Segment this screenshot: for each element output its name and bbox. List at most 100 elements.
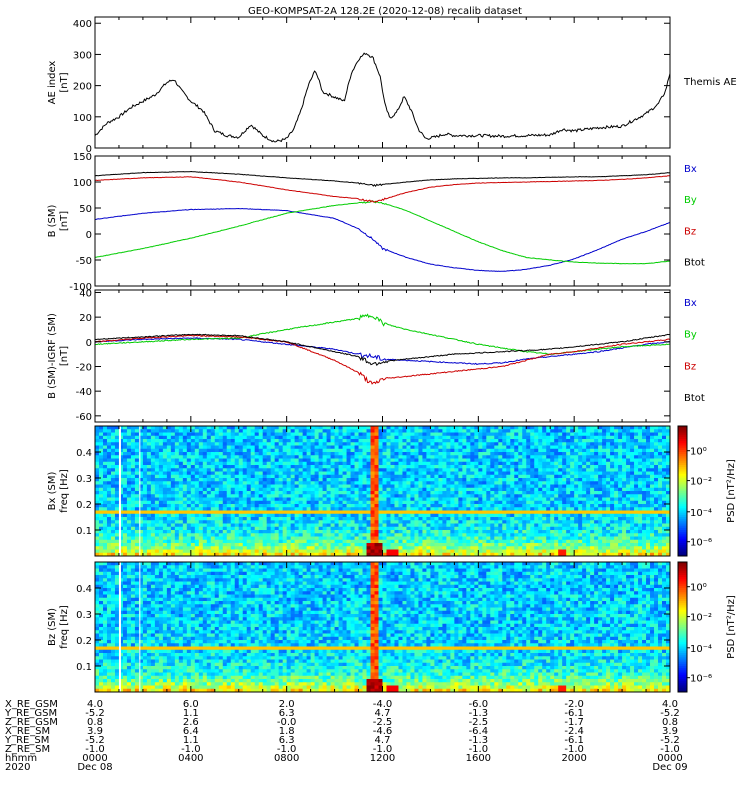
psd-cell	[146, 523, 152, 528]
psd-cell	[202, 543, 208, 547]
psd-cell	[190, 517, 196, 521]
psd-cell	[302, 510, 308, 515]
psd-cell	[498, 461, 503, 466]
psd-cell	[458, 494, 463, 498]
psd-cell	[410, 468, 415, 472]
psd-cell	[566, 465, 571, 469]
psd-cell	[466, 468, 471, 472]
psd-cell	[454, 491, 459, 495]
psd-cell	[206, 435, 212, 440]
psd-cell	[410, 487, 415, 492]
psd-cell	[530, 500, 535, 505]
psd-cell	[214, 442, 220, 446]
psd-cell	[246, 439, 252, 443]
psd-cell	[522, 507, 527, 511]
psd-cell	[286, 539, 292, 544]
psd-cell	[458, 448, 463, 453]
psd-cell	[410, 465, 415, 469]
psd-cell	[278, 461, 284, 466]
psd-cell	[338, 435, 343, 440]
psd-cell	[510, 471, 515, 476]
psd-cell	[126, 520, 132, 524]
psd-cell	[214, 471, 220, 476]
psd-cell	[174, 533, 180, 537]
psd-cell	[430, 468, 435, 472]
psd-cell	[522, 536, 527, 541]
psd-cell	[138, 497, 144, 502]
psd-cell	[98, 533, 104, 537]
psd-cell	[166, 442, 172, 446]
psd-cell	[546, 471, 551, 476]
psd-cell	[158, 465, 164, 469]
psd-cell	[502, 484, 507, 489]
psd-cell	[482, 474, 487, 479]
psd-cell	[418, 517, 423, 521]
psd-cell	[350, 474, 355, 479]
psd-cell	[162, 549, 168, 554]
psd-cell	[406, 435, 411, 440]
psd-cell	[178, 517, 184, 521]
psd-cell	[198, 432, 204, 437]
psd-cell	[482, 435, 487, 440]
psd-cell	[250, 552, 256, 557]
psd-cell	[390, 513, 395, 518]
psd-cell	[542, 465, 547, 469]
psd-cell	[530, 442, 535, 446]
psd-cell	[394, 484, 399, 489]
psd-cell	[522, 432, 527, 437]
psd-cell	[146, 445, 152, 450]
psd-cell	[390, 484, 395, 489]
psd-cell	[242, 452, 248, 456]
psd-cell	[382, 549, 387, 554]
psd-cell	[266, 507, 272, 511]
psd-cell	[554, 439, 559, 443]
psd-cell	[562, 494, 567, 498]
psd-cell	[274, 445, 280, 450]
legend-ae: Themis AE	[683, 77, 737, 88]
psd-cell	[390, 435, 395, 440]
psd-cell	[274, 478, 280, 482]
psd-cell	[222, 435, 228, 440]
psd-cell	[322, 468, 327, 472]
psd-cell	[394, 536, 399, 541]
psd-cell	[486, 455, 491, 459]
psd-cell	[354, 517, 359, 521]
psd-cell	[482, 465, 487, 469]
psd-cell	[482, 458, 487, 463]
psd-cell	[406, 465, 411, 469]
psd-cell	[138, 429, 144, 433]
psd-cell	[462, 500, 467, 505]
psd-cell	[362, 494, 367, 498]
psd-cell	[314, 448, 320, 453]
psd-cell	[542, 452, 547, 456]
psd-cell	[394, 478, 399, 482]
psd-cell	[198, 494, 204, 498]
psd-cell	[262, 530, 268, 534]
psd-cell	[178, 468, 184, 472]
psd-cell	[374, 484, 379, 489]
psd-cell	[186, 543, 192, 547]
psd-cell	[538, 455, 543, 459]
psd-cell	[198, 448, 204, 453]
psd-cell	[198, 520, 204, 524]
psd-cell	[130, 494, 136, 498]
psd-cell	[250, 504, 256, 508]
psd-cell	[318, 445, 323, 450]
psd-cell	[338, 491, 343, 495]
psd-cell	[246, 468, 252, 472]
psd-cell	[482, 481, 487, 485]
psd-cell	[206, 429, 212, 433]
psd-cell	[206, 426, 212, 430]
psd-cell	[334, 494, 339, 498]
psd-cell	[238, 481, 244, 485]
psd-cell	[418, 455, 423, 459]
psd-cell	[102, 442, 108, 446]
psd-cell	[390, 452, 395, 456]
psd-cell	[358, 487, 363, 492]
psd-cell	[358, 432, 363, 437]
psd-cell	[210, 497, 216, 502]
psd-cell	[430, 520, 435, 524]
psd-cell	[558, 481, 563, 485]
psd-cell	[310, 491, 316, 495]
